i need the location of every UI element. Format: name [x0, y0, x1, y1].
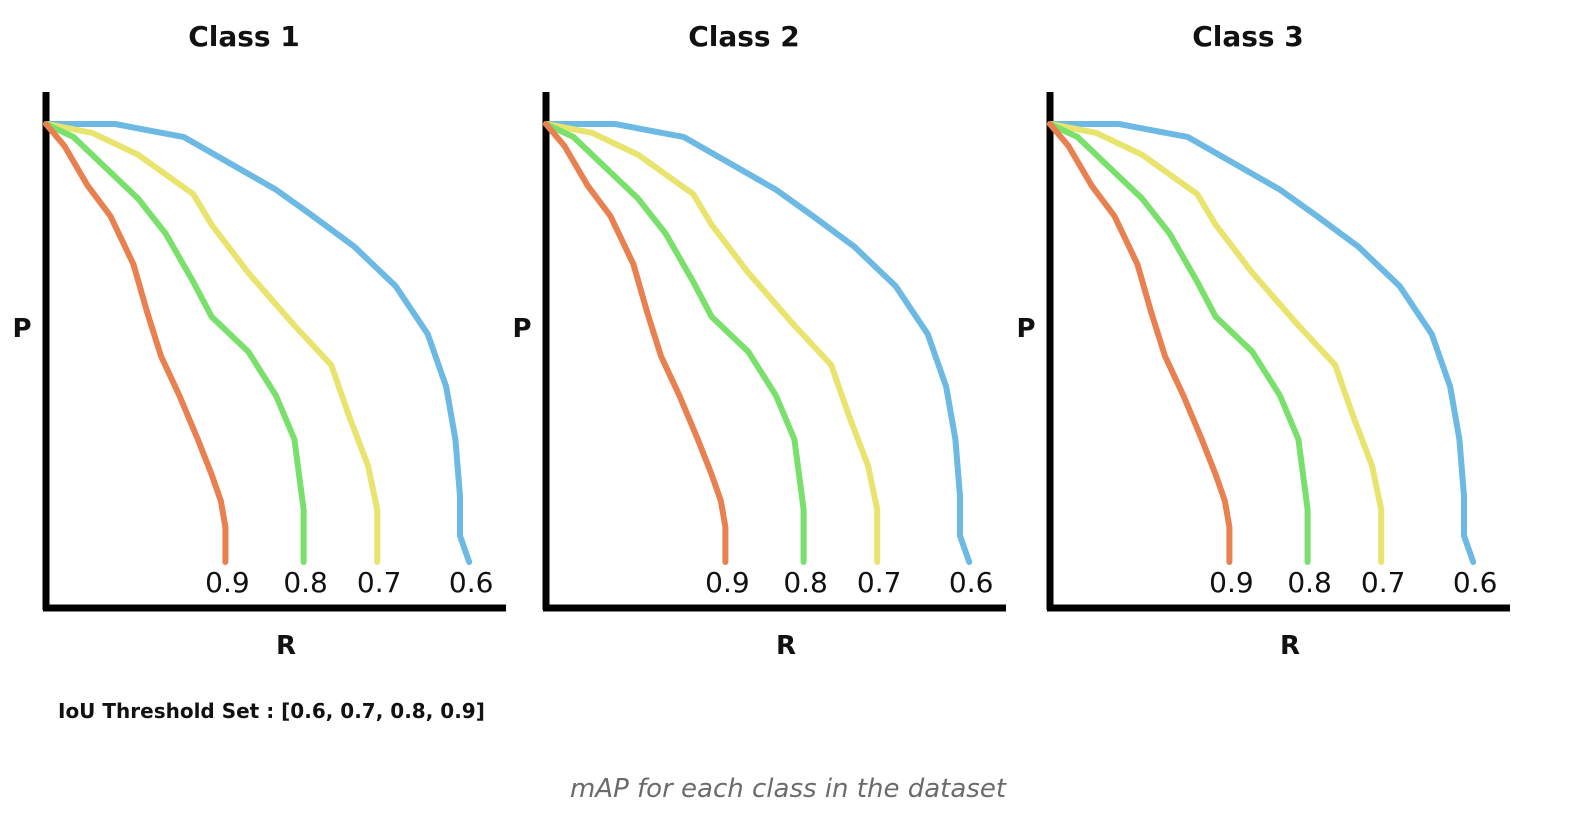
series-label-0.8: 0.8 — [283, 566, 328, 599]
chart-title: Class 3 — [1192, 20, 1304, 53]
figure-caption: mAP for each class in the dataset — [569, 774, 1007, 804]
series-line-0.8 — [1047, 121, 1311, 565]
chart-panel-3: Class 3 P R 0.6 0.7 0.8 0.9 — [1016, 20, 1510, 661]
series-label-0.6: 0.6 — [449, 566, 494, 599]
x-axis-label: R — [1280, 631, 1300, 661]
x-axis-label: R — [276, 631, 296, 661]
chart-panel-1: Class 1 P R 0.6 0.7 0.8 0.9 — [12, 20, 506, 661]
series-label-0.8: 0.8 — [1287, 566, 1332, 599]
series-label-0.7: 0.7 — [357, 566, 402, 599]
series-label-0.7: 0.7 — [1361, 566, 1406, 599]
series-label-0.9: 0.9 — [1209, 566, 1254, 599]
y-axis-label: P — [12, 314, 31, 344]
series-line-0.6 — [543, 121, 973, 565]
series-label-0.6: 0.6 — [1453, 566, 1498, 599]
iou-threshold-note: IoU Threshold Set : [0.6, 0.7, 0.8, 0.9] — [58, 699, 485, 723]
x-axis-label: R — [776, 631, 796, 661]
series-line-0.7 — [1047, 121, 1385, 565]
series-label-0.6: 0.6 — [949, 566, 994, 599]
series-label-0.9: 0.9 — [205, 566, 250, 599]
series-line-0.6 — [1047, 121, 1477, 565]
y-axis-label: P — [1016, 314, 1035, 344]
series-line-0.7 — [543, 121, 881, 565]
series-line-0.9 — [43, 121, 229, 565]
chart-panels: Class 1 P R 0.6 0.7 0.8 0.9 Class 2 P R 0.6 0.7 0.8 0… — [12, 20, 1510, 661]
y-axis-label: P — [512, 314, 531, 344]
series-line-0.7 — [43, 121, 381, 565]
series-label-0.8: 0.8 — [783, 566, 828, 599]
series-line-0.8 — [543, 121, 807, 565]
series-line-0.8 — [43, 121, 307, 565]
series-line-0.9 — [543, 121, 729, 565]
series-line-0.9 — [1047, 121, 1233, 565]
series-line-0.6 — [43, 121, 473, 565]
chart-title: Class 2 — [688, 20, 800, 53]
series-label-0.9: 0.9 — [705, 566, 750, 599]
series-label-0.7: 0.7 — [857, 566, 902, 599]
chart-panel-2: Class 2 P R 0.6 0.7 0.8 0.9 — [512, 20, 1006, 661]
chart-title: Class 1 — [188, 20, 300, 53]
